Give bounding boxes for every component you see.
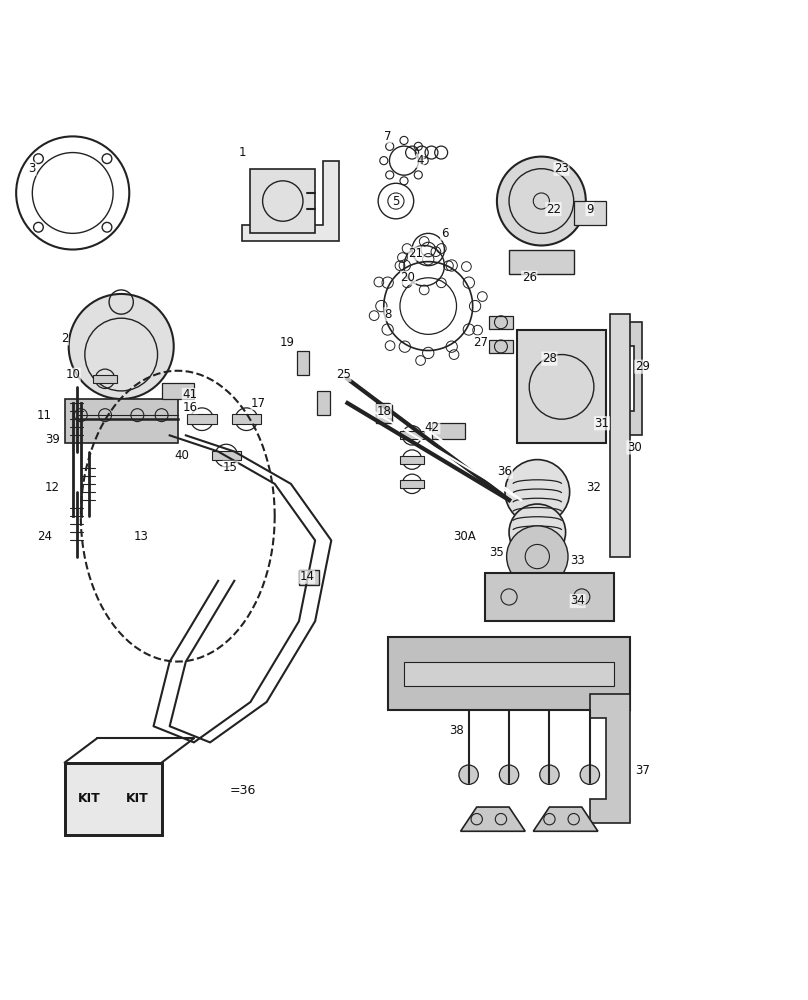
- Polygon shape: [590, 694, 630, 823]
- Bar: [317, 391, 330, 415]
- Text: 42: 42: [425, 421, 440, 434]
- Text: 41: 41: [183, 388, 197, 401]
- Text: 3: 3: [28, 162, 36, 175]
- Text: 38: 38: [449, 724, 464, 737]
- Text: 23: 23: [554, 162, 569, 175]
- Circle shape: [580, 765, 600, 784]
- Text: 24: 24: [37, 530, 52, 543]
- Text: 11: 11: [37, 409, 52, 422]
- Circle shape: [69, 294, 174, 399]
- Circle shape: [507, 526, 568, 587]
- Bar: [65, 763, 162, 835]
- Circle shape: [509, 504, 566, 561]
- Bar: [187, 414, 217, 424]
- Circle shape: [505, 460, 570, 524]
- Bar: [299, 570, 319, 585]
- Bar: [65, 763, 162, 835]
- Text: 25: 25: [336, 368, 351, 381]
- Bar: [485, 573, 614, 621]
- Text: 13: 13: [134, 530, 149, 543]
- Text: 6: 6: [440, 227, 448, 240]
- Text: 4: 4: [416, 154, 424, 167]
- Text: KIT: KIT: [126, 792, 149, 805]
- Bar: [232, 414, 261, 424]
- Circle shape: [497, 157, 586, 245]
- Bar: [489, 316, 513, 329]
- Circle shape: [513, 540, 562, 589]
- Bar: [521, 397, 545, 410]
- Bar: [212, 451, 241, 460]
- Text: 35: 35: [490, 546, 504, 559]
- Text: 26: 26: [522, 271, 537, 284]
- Bar: [610, 314, 630, 557]
- Bar: [388, 637, 630, 710]
- Text: 31: 31: [595, 417, 609, 430]
- Text: 12: 12: [45, 481, 60, 494]
- Text: 33: 33: [570, 554, 585, 567]
- Bar: [250, 169, 315, 233]
- Text: 28: 28: [542, 352, 557, 365]
- Bar: [489, 340, 513, 353]
- Text: 39: 39: [45, 433, 60, 446]
- Text: 5: 5: [392, 195, 400, 208]
- Text: 27: 27: [473, 336, 488, 349]
- Bar: [400, 431, 424, 439]
- Polygon shape: [65, 399, 178, 443]
- Text: 10: 10: [65, 368, 80, 381]
- Text: 17: 17: [251, 397, 266, 410]
- Text: 30A: 30A: [453, 530, 476, 543]
- Bar: [162, 383, 194, 399]
- Polygon shape: [461, 807, 525, 831]
- Text: 2: 2: [61, 332, 69, 345]
- Text: 40: 40: [175, 449, 189, 462]
- Text: 36: 36: [498, 465, 512, 478]
- Text: 8: 8: [384, 308, 392, 321]
- Text: 30: 30: [627, 441, 642, 454]
- Bar: [400, 456, 424, 464]
- Circle shape: [459, 765, 478, 784]
- Text: 32: 32: [587, 481, 601, 494]
- Circle shape: [540, 765, 559, 784]
- Bar: [93, 375, 117, 383]
- Polygon shape: [509, 250, 574, 274]
- Bar: [432, 423, 465, 439]
- Text: 16: 16: [183, 401, 197, 414]
- Text: 29: 29: [635, 360, 650, 373]
- Bar: [404, 662, 614, 686]
- Text: 37: 37: [635, 764, 650, 777]
- Polygon shape: [242, 161, 339, 241]
- Bar: [521, 372, 545, 385]
- Bar: [376, 403, 392, 423]
- Polygon shape: [533, 807, 598, 831]
- Text: 19: 19: [280, 336, 294, 349]
- Text: 7: 7: [384, 130, 392, 143]
- Bar: [297, 351, 309, 375]
- Bar: [400, 480, 424, 488]
- Bar: [517, 330, 606, 443]
- Text: 34: 34: [570, 594, 585, 607]
- Text: 15: 15: [223, 461, 238, 474]
- Text: KIT: KIT: [78, 792, 100, 805]
- Text: 18: 18: [377, 405, 391, 418]
- Bar: [574, 201, 606, 225]
- Text: =36: =36: [229, 784, 255, 797]
- Text: 14: 14: [300, 570, 314, 583]
- Polygon shape: [626, 322, 642, 435]
- Circle shape: [499, 765, 519, 784]
- Text: 20: 20: [401, 271, 415, 284]
- Text: 21: 21: [409, 247, 423, 260]
- Text: 1: 1: [238, 146, 246, 159]
- Text: 9: 9: [586, 203, 594, 216]
- Text: 22: 22: [546, 203, 561, 216]
